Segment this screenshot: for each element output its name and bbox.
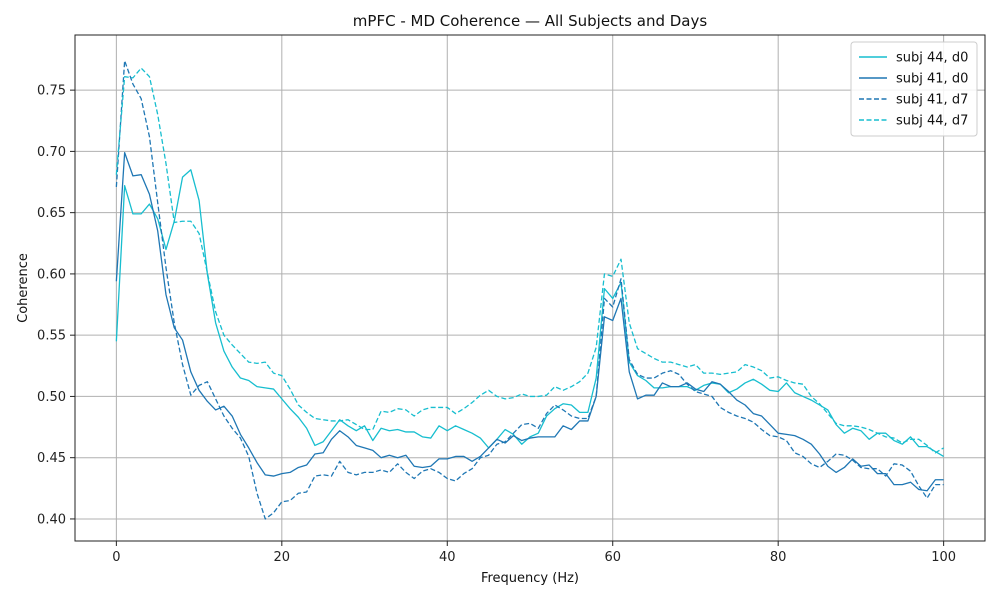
y-tick-label: 0.75: [37, 84, 66, 99]
legend: subj 44, d0 subj 41, d0 subj 41, d7 subj 44…: [850, 41, 978, 137]
x-tick-label: 80: [770, 550, 787, 565]
x-tick-label: 20: [274, 550, 291, 565]
legend-label: subj 41, d7: [896, 93, 968, 108]
legend-label: subj 44, d7: [896, 114, 968, 129]
x-tick-label: 40: [439, 550, 456, 565]
x-tick-label: 100: [931, 550, 956, 565]
legend-label: subj 44, d0: [896, 51, 968, 66]
chart-title: mPFC - MD Coherence — All Subjects and D…: [353, 12, 708, 30]
y-axis-label: Coherence: [16, 253, 31, 323]
y-tick-label: 0.50: [37, 390, 66, 405]
series-line-2: [115, 151, 944, 492]
y-tick-label: 0.40: [37, 512, 66, 527]
plot-frame: [74, 34, 986, 542]
series-line-3: [115, 60, 944, 520]
axis-ticks: 0 20 40 60 80 100 0.40 0.45 0.50 0.55 0.60 0.65 0.70…: [37, 84, 956, 565]
x-tick-label: 0: [112, 550, 120, 565]
y-tick-label: 0.55: [37, 329, 66, 344]
y-tick-label: 0.70: [37, 145, 66, 160]
y-tick-label: 0.60: [37, 267, 66, 282]
legend-box: [850, 41, 978, 137]
grid: [75, 35, 985, 541]
y-tick-label: 0.45: [37, 451, 66, 466]
plot-lines: [115, 60, 944, 520]
x-axis-label: Frequency (Hz): [481, 571, 579, 586]
y-tick-label: 0.65: [37, 206, 66, 221]
series-line-4: [115, 67, 944, 454]
legend-label: subj 41, d0: [896, 72, 968, 87]
series-line-1: [115, 169, 944, 458]
x-tick-label: 60: [604, 550, 621, 565]
